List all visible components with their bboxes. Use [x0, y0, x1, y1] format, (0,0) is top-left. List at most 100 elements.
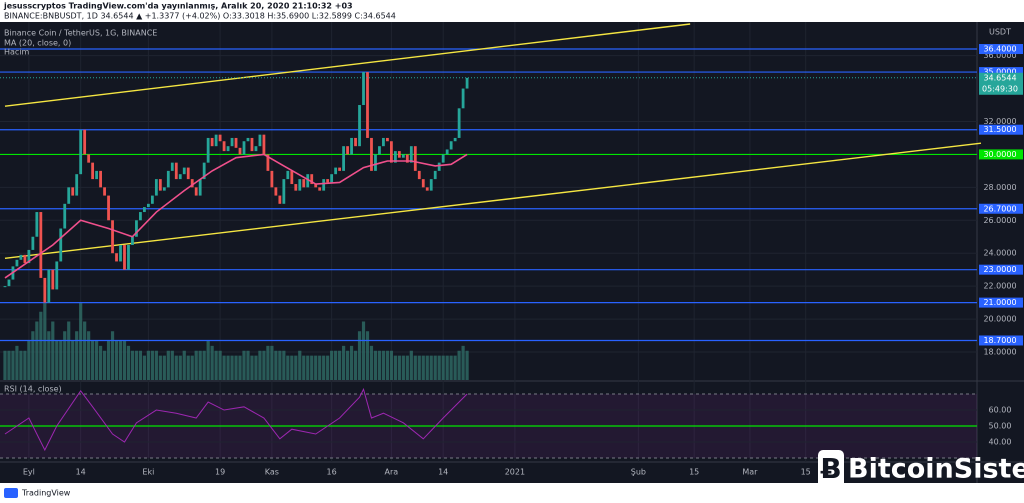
volume-bar — [226, 355, 230, 380]
candle — [170, 162, 174, 171]
candle — [362, 72, 365, 106]
volume-bar — [63, 331, 67, 380]
volume-bar — [166, 350, 170, 380]
candle — [59, 228, 63, 262]
volume-bar — [126, 345, 131, 380]
y-tick-label: 24.0000 — [983, 249, 1016, 258]
volume-bar — [421, 355, 425, 380]
rsi-tick-label: 50.00 — [989, 422, 1012, 431]
candle — [409, 146, 413, 163]
volume-bar — [409, 350, 413, 380]
candle — [330, 174, 334, 183]
level-label: 18.7000 — [983, 336, 1016, 345]
volume-bar — [214, 350, 218, 380]
candle — [378, 146, 381, 155]
candle — [397, 151, 401, 158]
x-tick-label: Şub — [631, 468, 646, 477]
volume-bar — [138, 350, 143, 380]
volume-bar — [437, 355, 441, 380]
candle — [146, 203, 150, 208]
volume-bar — [27, 341, 31, 380]
candle — [322, 179, 326, 191]
watermark-b: Ƀ — [820, 452, 841, 485]
volume-bar — [254, 355, 258, 380]
level-badge — [979, 203, 1023, 214]
last-price-badge — [979, 72, 1023, 95]
candle — [350, 137, 353, 155]
candle — [306, 174, 310, 188]
rsi-tick-label: 40.00 — [989, 438, 1012, 447]
x-tick-label: 19 — [215, 468, 225, 477]
volume-bar — [31, 331, 35, 380]
candle — [417, 170, 421, 180]
volume-bar — [357, 331, 362, 380]
candle — [7, 279, 11, 287]
x-tick-label: Eyl — [23, 468, 35, 477]
x-tick-label: Eki — [142, 468, 154, 477]
candle — [154, 179, 158, 196]
candle — [238, 147, 242, 155]
candle — [206, 137, 210, 163]
candle — [43, 277, 47, 303]
candle — [202, 162, 206, 180]
trendline — [4, 23, 691, 107]
volume-bar — [413, 355, 417, 380]
candle — [318, 187, 322, 191]
footer-brand: TradingView — [21, 489, 71, 498]
volume-bar — [306, 355, 310, 380]
volume-bar — [106, 341, 111, 380]
volume-bar — [405, 355, 409, 380]
volume-bar — [369, 345, 374, 380]
volume-bar — [417, 355, 421, 380]
y-tick-label: 18.0000 — [983, 348, 1016, 357]
volume-bar — [278, 350, 282, 380]
currency: USDT — [989, 28, 1011, 37]
candle — [135, 220, 138, 237]
candle — [174, 162, 178, 180]
volume-bar — [365, 331, 370, 380]
volume-bar — [425, 355, 429, 380]
volume-bar — [146, 350, 150, 380]
volume-bar — [110, 331, 115, 380]
candle — [194, 187, 198, 196]
volume-bar — [341, 345, 346, 380]
candle — [166, 170, 170, 188]
ma-line — [4, 153, 468, 279]
volume-bar — [91, 341, 95, 380]
trendline — [4, 142, 982, 260]
volume-bar — [353, 350, 358, 380]
candle — [457, 108, 461, 138]
level-label: 26.7000 — [983, 204, 1016, 213]
y-tick-label: 36.0000 — [983, 51, 1016, 60]
candle — [214, 134, 218, 147]
volume-bar — [114, 341, 119, 380]
candle — [294, 184, 298, 191]
candle — [433, 170, 437, 180]
candle — [178, 174, 182, 180]
candle — [421, 179, 425, 188]
y-tick-label: 32.0000 — [983, 117, 1016, 126]
volume-bar — [67, 321, 71, 380]
candle — [326, 179, 330, 183]
volume-bar — [75, 331, 79, 380]
volume-bar — [83, 321, 87, 380]
candle — [302, 179, 306, 188]
candle — [226, 146, 230, 152]
volume-bar — [433, 355, 437, 380]
candle — [282, 179, 286, 204]
candle — [47, 269, 51, 303]
candle — [198, 179, 202, 196]
volume-bar — [266, 345, 270, 380]
candle — [429, 179, 433, 191]
volume-bar — [182, 350, 186, 380]
volume-bar — [230, 355, 234, 380]
volume-bar — [47, 331, 51, 380]
volume-bar — [162, 355, 166, 380]
candle — [162, 187, 166, 191]
candle — [182, 167, 186, 175]
candle — [119, 244, 122, 262]
candle — [389, 141, 393, 163]
volume-bar — [429, 355, 433, 380]
volume-bar — [130, 350, 135, 380]
candle — [210, 137, 214, 147]
